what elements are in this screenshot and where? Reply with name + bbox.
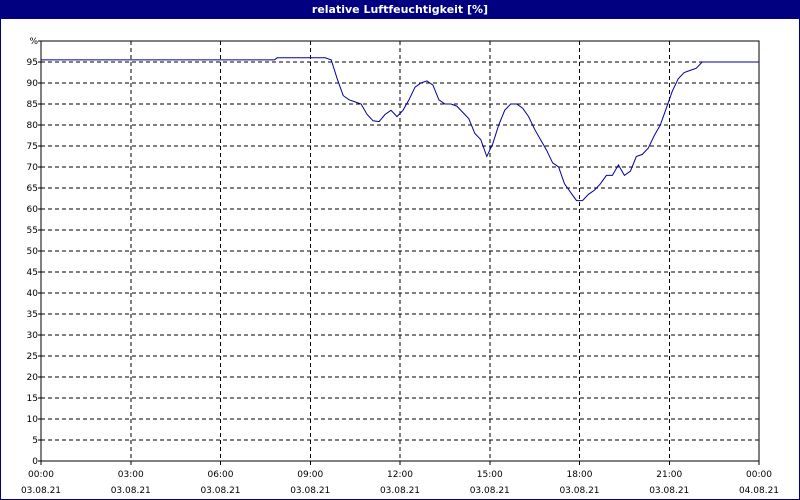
- x-tick-time-label: 03:00: [118, 470, 144, 480]
- x-tick-time-label: 00:00: [746, 470, 772, 480]
- x-tick-time-label: 15:00: [477, 470, 503, 480]
- x-tick-time-label: 00:00: [28, 470, 54, 480]
- y-unit-label: %: [29, 37, 38, 47]
- y-tick-label: 20: [27, 373, 39, 383]
- x-tick-date-label: 03.08.21: [559, 486, 599, 496]
- y-tick-label: 65: [27, 184, 38, 194]
- y-tick-label: 30: [27, 331, 39, 341]
- x-tick-date-label: 03.08.21: [111, 486, 151, 496]
- x-tick-time-label: 18:00: [567, 470, 593, 480]
- y-tick-label: 85: [27, 100, 38, 110]
- x-tick-date-label: 03.08.21: [649, 486, 689, 496]
- y-tick-label: 5: [32, 436, 38, 446]
- y-tick-label: 50: [27, 247, 39, 257]
- series-layer: [41, 57, 759, 202]
- x-tick-time-label: 06:00: [208, 470, 234, 480]
- x-tick-date-label: 03.08.21: [200, 486, 240, 496]
- x-axis-labels: 00:00 03.08.21 03:00 03.08.21 06:00 03.08.21 0…: [21, 470, 779, 496]
- y-axis-labels: 0 5 10 15 20 25 30 35 40 45 50 55 60 65 70 75 80 85 90 95%: [27, 37, 39, 467]
- x-tick-time-label: 12:00: [387, 470, 413, 480]
- y-tick-label: 55: [27, 226, 38, 236]
- y-tick-label: 70: [27, 163, 39, 173]
- x-tick-date-label: 03.08.21: [21, 486, 61, 496]
- y-tick-label: 95: [27, 58, 38, 68]
- x-tick-date-label: 03.08.21: [290, 486, 330, 496]
- x-tick-date-label: 03.08.21: [380, 486, 420, 496]
- x-tick-time-label: 09:00: [297, 470, 323, 480]
- y-tick-label: 75: [27, 142, 38, 152]
- chart-title: relative Luftfeuchtigkeit [%]: [1, 1, 799, 19]
- y-tick-label: 0: [32, 457, 38, 467]
- y-tick-label: 80: [27, 121, 39, 131]
- plot-area-frame: [40, 40, 760, 462]
- y-tick-label: 40: [27, 289, 39, 299]
- y-tick-label: 10: [27, 415, 39, 425]
- y-tick-label: 60: [27, 205, 39, 215]
- y-tick-label: 90: [27, 79, 39, 89]
- y-tick-label: 25: [27, 352, 38, 362]
- x-tick-time-label: 21:00: [656, 470, 682, 480]
- x-tick-date-label: 04.08.21: [739, 486, 779, 496]
- y-tick-label: 15: [27, 394, 38, 404]
- plot-frame: [40, 40, 760, 462]
- humidity-series-line: [41, 57, 759, 202]
- y-tick-label: 45: [27, 268, 38, 278]
- y-tick-label: 35: [27, 310, 38, 320]
- x-tick-date-label: 03.08.21: [470, 486, 510, 496]
- grid-layer: [38, 40, 760, 465]
